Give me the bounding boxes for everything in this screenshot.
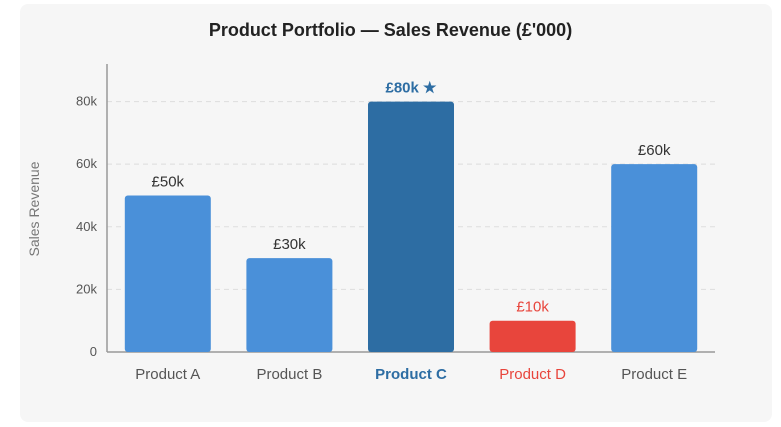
- y-tick-label: 40k: [76, 219, 97, 234]
- bar: [246, 258, 333, 352]
- x-tick-label: Product E: [621, 366, 687, 383]
- bar: [611, 164, 698, 352]
- y-tick-label: 80k: [76, 94, 97, 109]
- chart-title: Product Portfolio — Sales Revenue (£'000…: [208, 20, 573, 40]
- y-tick-label: 20k: [76, 281, 97, 296]
- data-label: £50k: [152, 173, 185, 190]
- x-tick-label: Product C: [375, 366, 447, 383]
- y-tick-label: 60k: [76, 156, 97, 171]
- x-tick-label: Product D: [499, 366, 566, 383]
- y-axis-label: Sales Revenue: [26, 161, 42, 256]
- x-tick-label: Product B: [256, 366, 322, 383]
- data-label: £60k: [638, 142, 671, 159]
- data-label: £10k: [516, 299, 549, 316]
- data-label: £80k ★: [386, 80, 438, 97]
- x-tick-label: Product A: [135, 366, 200, 383]
- bar: [124, 195, 211, 352]
- data-label: £30k: [273, 236, 306, 253]
- bar: [489, 320, 576, 352]
- y-tick-label: 0: [90, 344, 97, 359]
- bar: [368, 101, 454, 352]
